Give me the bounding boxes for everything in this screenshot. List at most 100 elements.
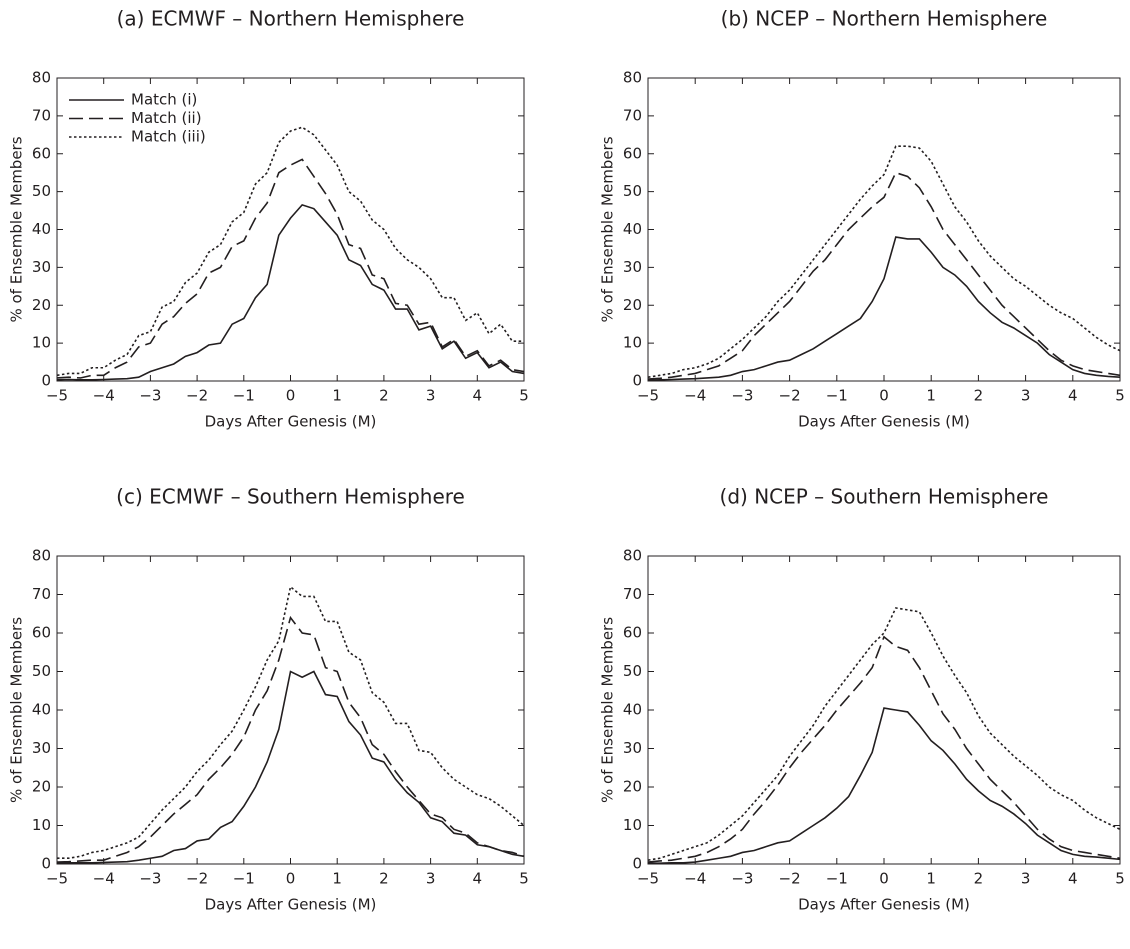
x-tick-label: 1: [332, 870, 342, 888]
plot-frame: [56, 77, 525, 382]
x-tick-label: −2: [186, 870, 208, 888]
y-axis-label: % of Ensemble Members: [599, 136, 617, 322]
x-tick-label: 2: [974, 387, 984, 405]
x-tick-label: −5: [46, 870, 68, 888]
y-tick-label: 40: [623, 220, 642, 238]
y-tick-label: 60: [32, 624, 51, 642]
x-tick-label: 3: [1021, 387, 1031, 405]
x-tick-label: 5: [519, 387, 529, 405]
y-tick-label: 0: [632, 372, 642, 390]
x-tick-label: 0: [286, 870, 296, 888]
y-tick-label: 30: [623, 258, 642, 276]
panel-title: (b) NCEP – Northern Hemisphere: [721, 7, 1048, 31]
y-tick-label: 80: [623, 547, 642, 565]
x-tick-label: 1: [926, 387, 936, 405]
x-tick-label: −3: [139, 387, 161, 405]
x-axis-label: Days After Genesis (M): [205, 413, 377, 431]
legend-label: Match (iii): [131, 128, 206, 146]
y-tick-label: 0: [41, 855, 51, 873]
y-tick-label: 10: [32, 816, 51, 834]
x-tick-label: 4: [1068, 387, 1078, 405]
y-tick-label: 10: [623, 334, 642, 352]
x-tick-label: 1: [926, 870, 936, 888]
series-line: [648, 707, 1121, 865]
x-tick-label: −5: [637, 870, 659, 888]
y-tick-label: 50: [32, 182, 51, 200]
panel-title: (d) NCEP – Southern Hemisphere: [720, 485, 1049, 509]
panel: (a) ECMWF – Northern Hemisphere Days Afte…: [8, 7, 529, 431]
y-tick-label: 0: [632, 855, 642, 873]
y-tick-label: 40: [623, 701, 642, 719]
x-tick-label: 3: [426, 870, 436, 888]
x-tick-label: 3: [1021, 870, 1031, 888]
plot-frame: [56, 555, 525, 865]
x-tick-label: −1: [826, 387, 848, 405]
x-tick-label: 5: [519, 870, 529, 888]
x-tick-label: 2: [379, 387, 389, 405]
y-tick-label: 30: [32, 739, 51, 757]
x-tick-label: 2: [974, 870, 984, 888]
y-tick-label: 80: [32, 547, 51, 565]
x-tick-label: −4: [684, 387, 706, 405]
x-tick-label: 1: [332, 387, 342, 405]
x-tick-label: 4: [473, 870, 483, 888]
legend-label: Match (ii): [131, 109, 202, 127]
series-line: [56, 203, 525, 381]
series-line: [647, 236, 1121, 382]
legend-label: Match (i): [131, 91, 197, 109]
panel: (c) ECMWF – Southern Hemisphere Days Afte…: [8, 485, 529, 914]
y-tick-label: 60: [623, 144, 642, 162]
y-tick-label: 50: [623, 662, 642, 680]
x-tick-label: −5: [46, 387, 68, 405]
y-tick-label: 40: [32, 220, 51, 238]
x-tick-label: −1: [233, 870, 255, 888]
series-line: [57, 585, 525, 860]
y-tick-label: 10: [32, 334, 51, 352]
panel-title: (c) ECMWF – Southern Hemisphere: [116, 485, 465, 509]
y-axis-label: % of Ensemble Members: [599, 617, 617, 803]
y-tick-label: 70: [32, 585, 51, 603]
x-tick-label: 0: [879, 870, 889, 888]
x-tick-label: −2: [186, 387, 208, 405]
series-line: [647, 635, 1121, 863]
y-tick-label: 60: [623, 624, 642, 642]
x-tick-label: −4: [684, 870, 706, 888]
panel-title: (a) ECMWF – Northern Hemisphere: [117, 7, 465, 31]
y-axis-label: % of Ensemble Members: [8, 617, 26, 803]
y-axis-label: % of Ensemble Members: [8, 136, 26, 322]
x-tick-label: −4: [93, 870, 115, 888]
x-tick-label: 3: [426, 387, 436, 405]
series-line: [647, 171, 1121, 380]
x-tick-label: 4: [473, 387, 483, 405]
panel: (b) NCEP – Northern Hemisphere Days After…: [599, 7, 1125, 431]
series-line: [57, 670, 525, 864]
x-tick-label: 2: [379, 870, 389, 888]
x-axis-label: Days After Genesis (M): [205, 896, 377, 914]
series-line: [647, 145, 1121, 378]
x-tick-label: −1: [826, 870, 848, 888]
x-axis-label: Days After Genesis (M): [798, 413, 970, 431]
y-tick-label: 80: [623, 69, 642, 87]
x-tick-label: 0: [286, 387, 296, 405]
x-tick-label: −3: [139, 870, 161, 888]
series-line: [56, 126, 524, 377]
y-tick-label: 30: [32, 258, 51, 276]
y-tick-label: 70: [623, 106, 642, 124]
y-tick-label: 20: [32, 296, 51, 314]
y-tick-label: 80: [32, 69, 51, 87]
y-tick-label: 30: [623, 739, 642, 757]
series-line: [56, 615, 525, 863]
x-tick-label: 0: [879, 387, 889, 405]
x-tick-label: −2: [779, 870, 801, 888]
x-tick-label: −3: [731, 870, 753, 888]
plot-frame: [647, 555, 1121, 865]
y-tick-label: 60: [32, 144, 51, 162]
x-tick-label: 5: [1115, 870, 1125, 888]
plot-frame: [647, 77, 1121, 382]
x-tick-label: 5: [1115, 387, 1125, 405]
x-tick-label: −5: [637, 387, 659, 405]
y-tick-label: 40: [32, 701, 51, 719]
y-tick-label: 0: [41, 372, 51, 390]
x-tick-label: 4: [1068, 870, 1078, 888]
